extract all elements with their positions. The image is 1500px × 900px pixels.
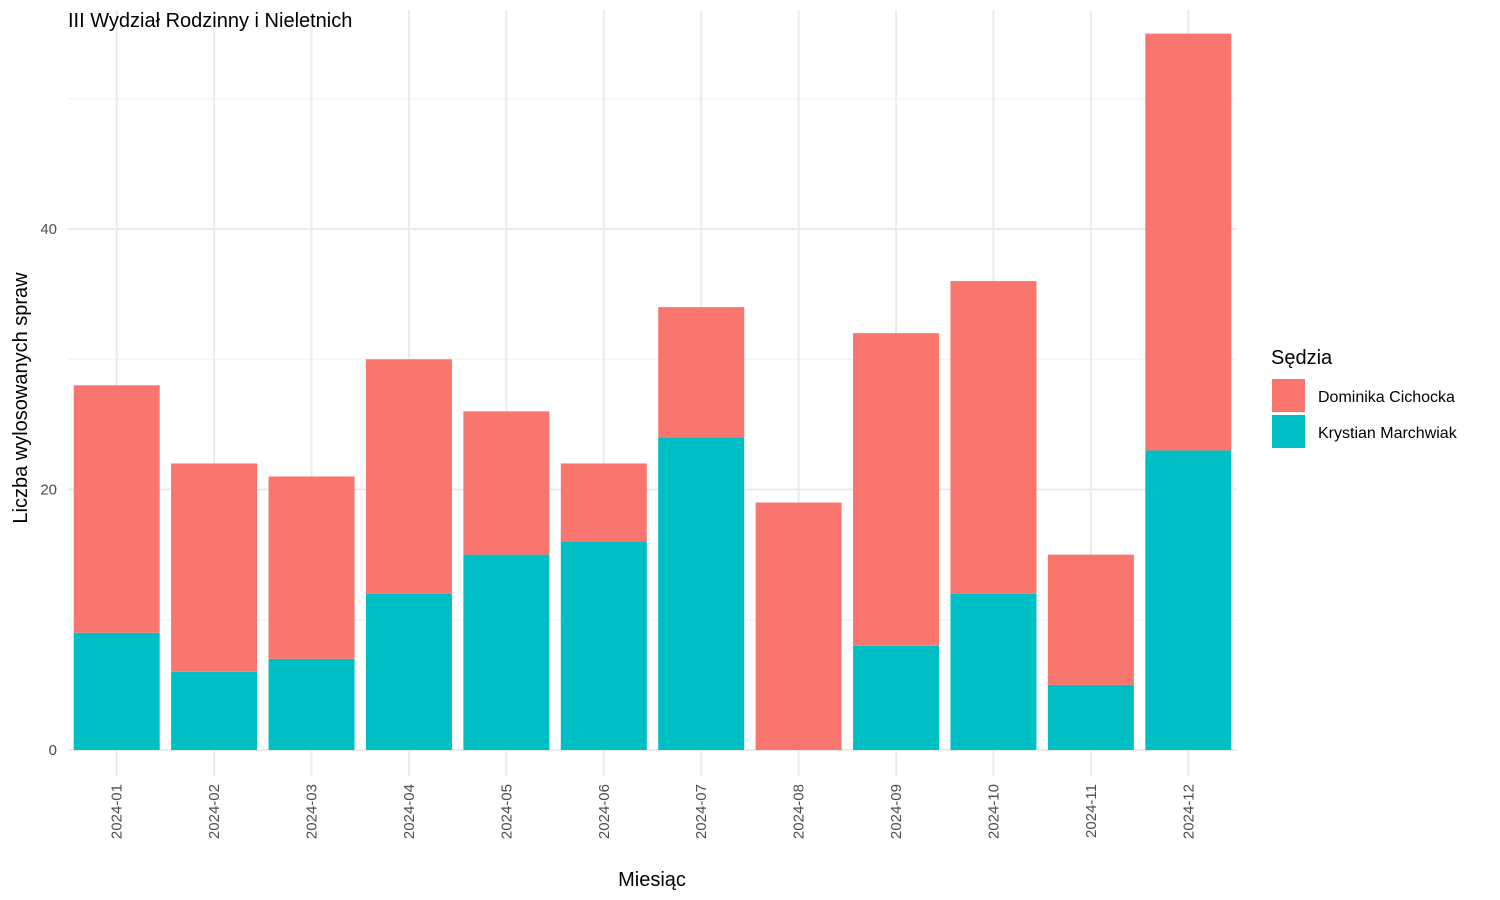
bar-segment [950,281,1037,594]
bar-segment [853,645,940,750]
chart-title: III Wydział Rodzinny i Nieletnich [68,10,352,32]
x-tick-label: 2024-03 [304,784,321,839]
bar-segment [268,476,355,659]
bars [73,33,1232,750]
bar-segment [73,632,160,750]
bar-segment [950,593,1037,750]
bar-segment [365,359,452,594]
x-tick-label: 2024-08 [791,784,808,839]
bar-segment [463,411,550,555]
x-tick-label: 2024-05 [498,784,515,839]
x-axis-title: Miesiąc [618,869,686,891]
bar-segment [365,593,452,750]
bar-segment [171,463,258,672]
x-tick-label: 2024-01 [109,784,126,839]
bar-segment [853,333,940,646]
x-axis: 2024-01 2024-02 2024-03 2024-04 2024-05 2024-… [109,784,1198,839]
y-tick-label: 20 [40,482,57,499]
x-tick-label: 2024-11 [1083,784,1100,838]
legend-swatch [1272,379,1305,412]
y-tick-label: 40 [40,221,57,238]
bar-segment [73,385,160,633]
legend-swatch [1272,415,1305,448]
x-tick-label: 2024-02 [206,784,223,839]
x-tick-label: 2024-09 [888,784,905,839]
x-tick-label: 2024-04 [401,784,418,839]
bar-segment [658,437,745,750]
x-tick-label: 2024-07 [693,784,710,839]
legend: Sędzia Dominika Cichocka Krystian Marchwi… [1271,347,1458,448]
x-tick-label: 2024-10 [985,784,1002,839]
legend-label: Dominika Cichocka [1318,389,1455,406]
bar-segment [171,671,258,750]
bar-segment [755,502,842,750]
y-tick-label: 0 [49,742,57,759]
bar-segment [1145,450,1232,750]
bar-segment [658,307,745,438]
bar-segment [1047,684,1134,750]
bar-segment [268,658,355,750]
x-tick-label: 2024-12 [1180,784,1197,839]
bar-segment [1047,554,1134,685]
x-tick-label: 2024-06 [596,784,613,839]
bar-segment [463,554,550,750]
y-axis: 0 20 40 [40,221,57,759]
bar-segment [1145,33,1232,451]
legend-title: Sędzia [1271,347,1333,369]
bar-segment [560,541,647,750]
y-axis-title: Liczba wylosowanych spraw [10,272,32,524]
legend-label: Krystian Marchwiak [1318,425,1458,442]
bar-segment [560,463,647,542]
